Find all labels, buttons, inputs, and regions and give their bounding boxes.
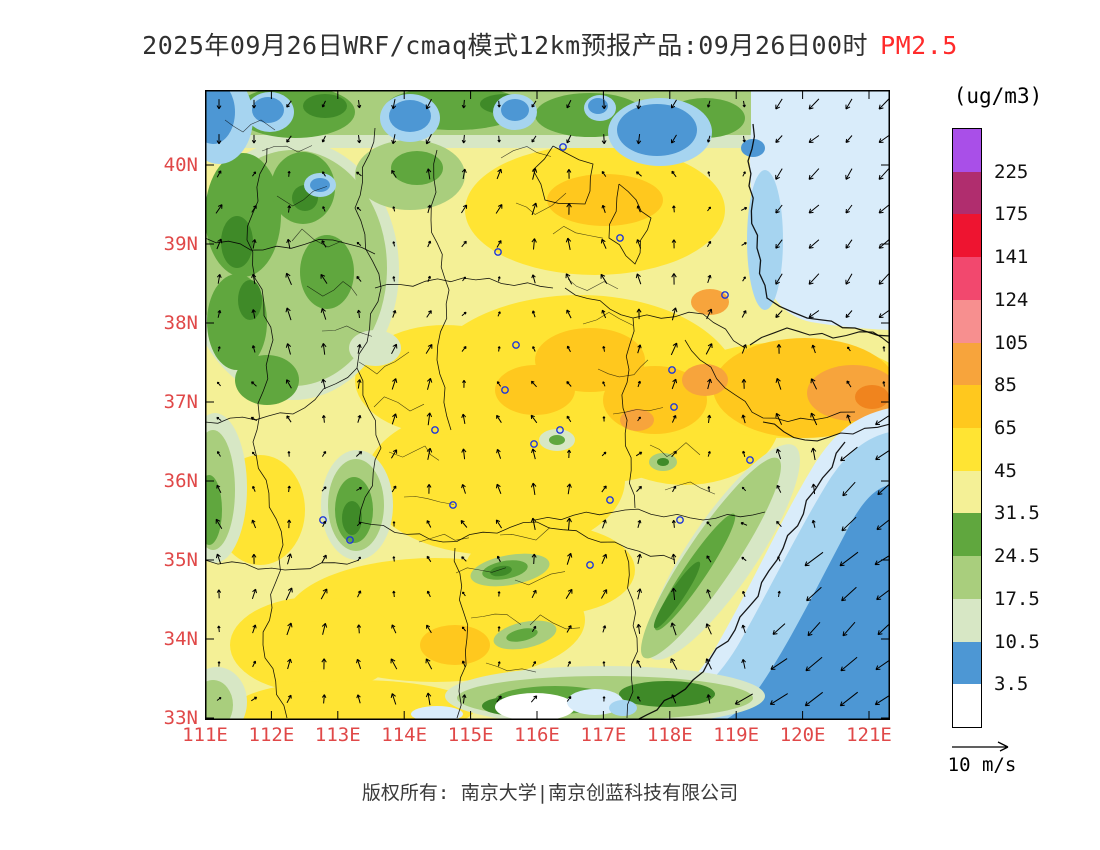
colorbar-segment: [953, 342, 981, 386]
lon-tick-label: 117E: [580, 724, 627, 746]
lon-tick-label: 115E: [447, 724, 494, 746]
colorbar-level-label: 141: [994, 246, 1029, 269]
colorbar-segment: [953, 171, 981, 215]
colorbar-unit-label: (ug/m3): [953, 84, 1043, 108]
colorbar-level-label: 105: [994, 331, 1029, 354]
title-text: 2025年09月26日WRF/cmaq模式12km预报产品:09月26日00时: [142, 31, 869, 60]
lon-tick-label: 119E: [713, 724, 760, 746]
axis-ticks: [205, 90, 890, 720]
colorbar-level-label: 3.5: [994, 673, 1029, 696]
lat-tick-label: 33N: [163, 707, 198, 729]
lat-tick-label: 40N: [163, 154, 198, 176]
lat-tick-label: 35N: [163, 549, 198, 571]
lon-tick-label: 114E: [381, 724, 428, 746]
colorbar-level-label: 85: [994, 374, 1017, 397]
colorbar-segment: [953, 428, 981, 471]
lat-tick-label: 38N: [163, 312, 198, 334]
colorbar-segment: [953, 470, 981, 514]
colorbar-segment: [953, 214, 981, 258]
colorbar-level-label: 175: [994, 203, 1029, 226]
colorbar-level-label: 225: [994, 160, 1029, 183]
colorbar-segment: [953, 641, 981, 685]
forecast-map: [205, 90, 890, 720]
colorbar: [952, 128, 982, 728]
lat-tick-label: 37N: [163, 391, 198, 413]
lon-tick-label: 118E: [646, 724, 693, 746]
plot-frame: [205, 90, 890, 720]
figure-title: 2025年09月26日WRF/cmaq模式12km预报产品:09月26日00时 P…: [0, 26, 1100, 62]
colorbar-segment: [953, 257, 981, 300]
lon-tick-label: 111E: [182, 724, 228, 746]
lon-tick-label: 112E: [248, 724, 295, 746]
lat-tick-label: 39N: [163, 233, 198, 255]
colorbar-level-label: 10.5: [994, 630, 1040, 653]
colorbar-segment: [953, 513, 981, 557]
lon-tick-label: 113E: [314, 724, 361, 746]
pm25-concentration-field: [205, 90, 890, 720]
colorbar-segment: [953, 385, 981, 429]
wind-reference-arrow-icon: [952, 741, 1009, 752]
colorbar-segment: [953, 598, 981, 642]
city-markers: [319, 143, 754, 569]
colorbar-segment: [953, 299, 981, 343]
colorbar-level-label: 124: [994, 288, 1029, 311]
colorbar-level-label: 45: [994, 459, 1017, 482]
wind-reference-label: 10 m/s: [947, 754, 1017, 776]
colorbar-level-label: 65: [994, 417, 1017, 439]
lon-tick-label: 121E: [846, 724, 892, 746]
colorbar-segment: [953, 684, 981, 728]
wind-vector-field: [215, 98, 890, 707]
lat-tick-label: 34N: [163, 628, 198, 650]
colorbar-segment: [953, 556, 981, 599]
colorbar-level-label: 17.5: [994, 587, 1040, 610]
colorbar-segment: [953, 129, 981, 172]
title-species: PM2.5: [880, 31, 958, 60]
lat-tick-label: 36N: [163, 470, 198, 492]
colorbar-level-label: 31.5: [994, 502, 1040, 525]
lon-tick-label: 120E: [779, 724, 826, 746]
colorbar-level-label: 24.5: [994, 545, 1040, 568]
lon-tick-label: 116E: [514, 724, 560, 746]
copyright: 版权所有: 南京大学|南京创蓝科技有限公司: [361, 782, 739, 804]
